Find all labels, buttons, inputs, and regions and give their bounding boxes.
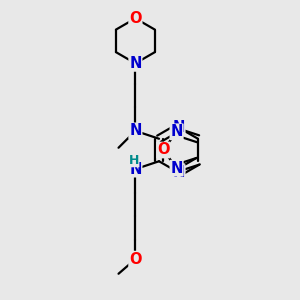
Text: N: N — [129, 162, 142, 177]
Text: O: O — [129, 252, 142, 267]
Text: O: O — [157, 142, 170, 158]
Text: N: N — [172, 165, 185, 180]
Text: N: N — [129, 123, 142, 138]
Text: H: H — [129, 154, 139, 167]
Text: N: N — [172, 120, 185, 135]
Text: N: N — [170, 124, 183, 139]
Text: O: O — [129, 11, 142, 26]
Text: N: N — [129, 56, 142, 71]
Text: N: N — [170, 161, 183, 176]
